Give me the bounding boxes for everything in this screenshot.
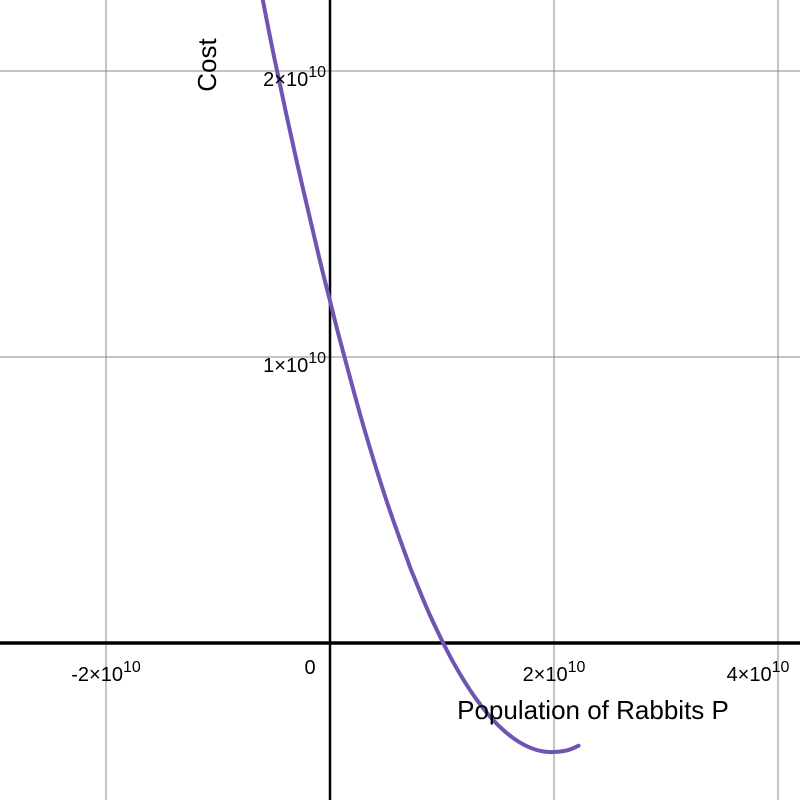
x-axis-label: Population of Rabbits P <box>457 695 729 725</box>
series-line-0 <box>260 0 581 755</box>
x-tick-label: -2×1010 <box>71 659 141 686</box>
tick-labels: -2×1010 0 2×1010 4×1010 1×1010 2×1010 <box>71 64 789 686</box>
series <box>260 0 581 755</box>
x-tick-label: 4×1010 <box>727 659 790 686</box>
x-tick-label: 0 <box>304 657 315 679</box>
y-tick-label: 2×1010 <box>263 64 326 91</box>
y-axis-label: Cost <box>192 37 222 91</box>
x-tick-label: 2×1010 <box>523 659 586 686</box>
y-tick-label: 1×1010 <box>263 350 326 377</box>
